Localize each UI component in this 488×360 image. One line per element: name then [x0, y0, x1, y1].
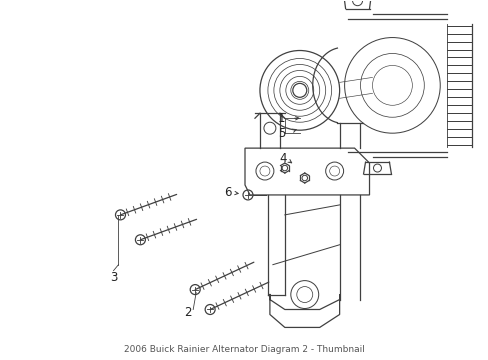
Text: 1: 1: [278, 112, 285, 125]
Text: 6: 6: [224, 186, 231, 199]
Text: 4: 4: [279, 152, 286, 165]
Text: 3: 3: [110, 271, 117, 284]
Text: 2006 Buick Rainier Alternator Diagram 2 - Thumbnail: 2006 Buick Rainier Alternator Diagram 2 …: [123, 345, 364, 354]
Text: 5: 5: [278, 127, 285, 140]
Text: 2: 2: [184, 306, 192, 319]
